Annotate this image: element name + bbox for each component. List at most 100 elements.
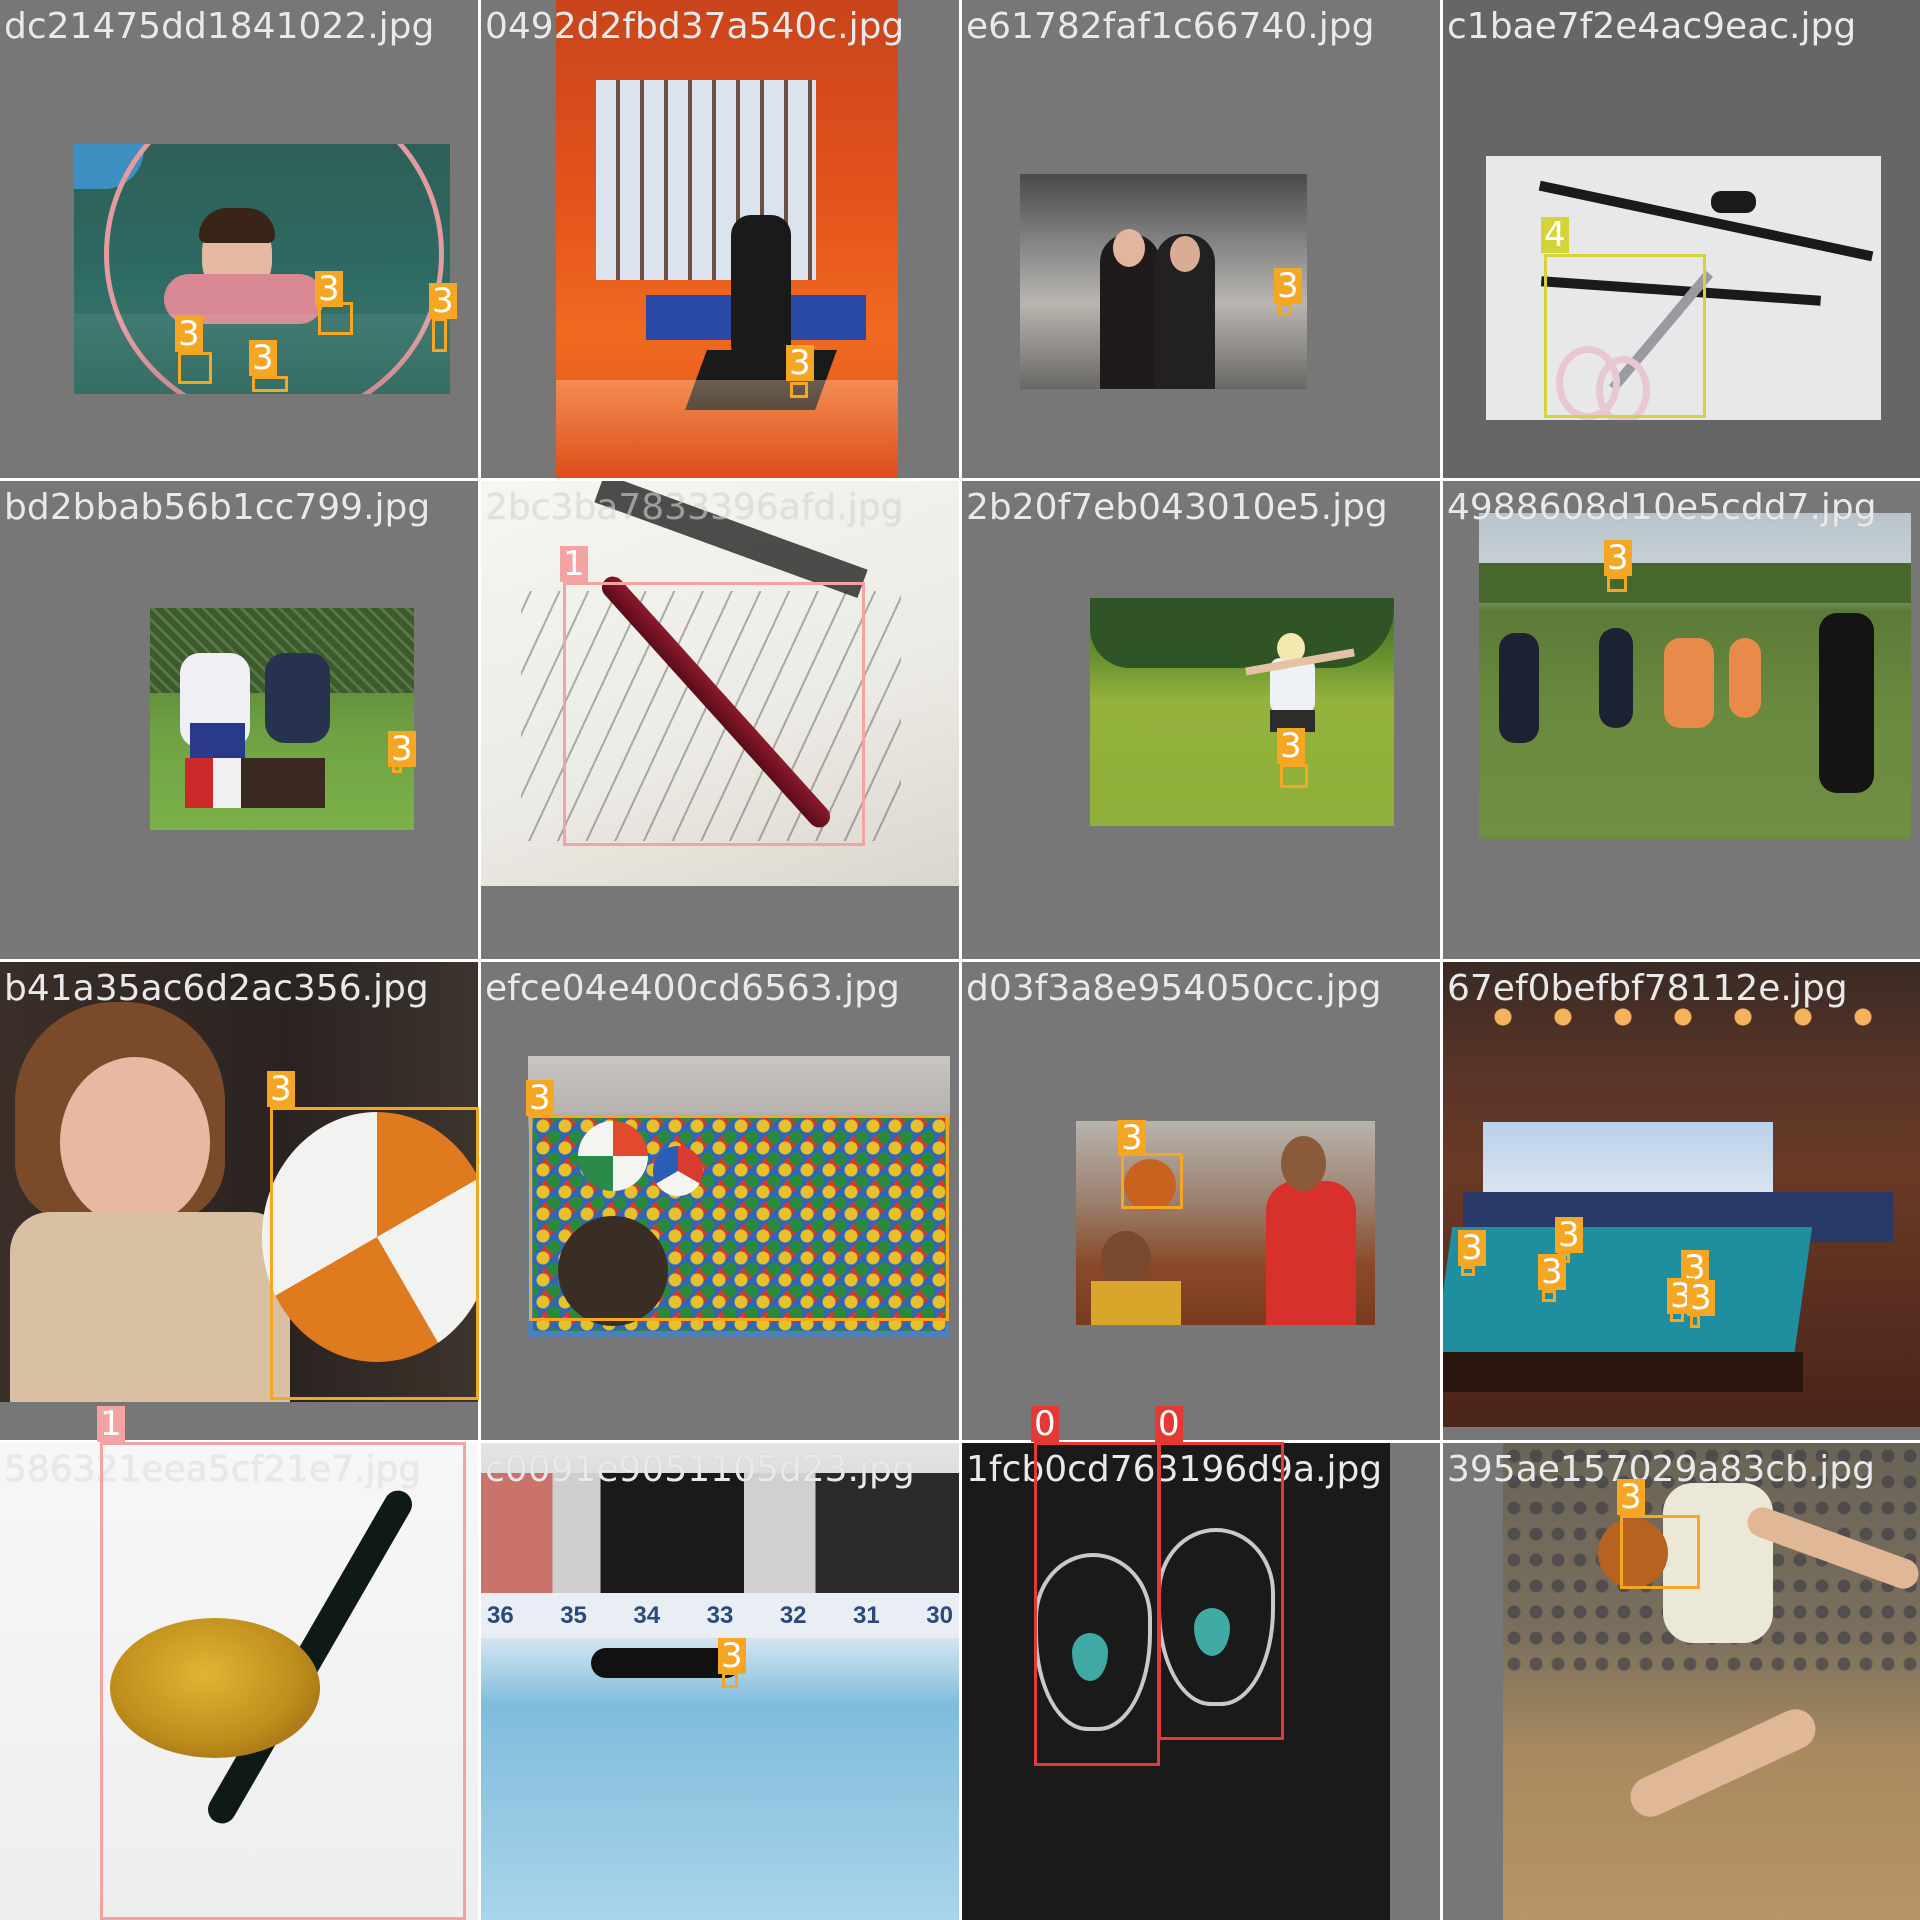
photo-ball-pit	[528, 1056, 950, 1337]
window-view	[1483, 1122, 1773, 1192]
photo-kids-soccer	[1479, 513, 1911, 839]
tile-filename: c0091e9051105d23.jpg	[485, 1449, 915, 1490]
dog	[591, 1648, 741, 1678]
tile-2bc3ba7833396afd: 2bc3ba7833396afd.jpg	[481, 481, 959, 959]
player-white-shorts	[190, 723, 245, 758]
earring-right-stone	[1194, 1608, 1230, 1656]
boy-red-shirt	[1266, 1181, 1356, 1325]
photo-field-hockey	[150, 608, 414, 830]
tile-bd2bbab56b1cc799: bd2bbab56b1cc799.jpg	[0, 481, 478, 959]
earring-left-stone	[1072, 1633, 1108, 1681]
photo-dog-pool: ZONE 36 35 34 33 32 31 30	[481, 1443, 959, 1920]
tile-filename: 2bc3ba7833396afd.jpg	[485, 487, 904, 528]
tile-filename: bd2bbab56b1cc799.jpg	[4, 487, 431, 528]
tile-b41a35ac6d2ac356: b41a35ac6d2ac356.jpg	[0, 962, 478, 1440]
tile-c1bae7f2e4ac9eac: c1bae7f2e4ac9eac.jpg	[1443, 0, 1920, 478]
boy-face-1	[1281, 1136, 1326, 1191]
photo-earrings	[962, 1443, 1390, 1920]
tree-row	[1479, 563, 1911, 603]
tile-filename: 586321eea5cf21e7.jpg	[4, 1449, 422, 1490]
tile-e61782faf1c66740: e61782faf1c66740.jpg	[962, 0, 1440, 478]
child-hair	[199, 208, 275, 243]
person-in-pit	[558, 1216, 668, 1326]
tile-c0091e9051105d23: ZONE 36 35 34 33 32 31 30 c0091e9051105d…	[481, 1443, 959, 1920]
tile-586321eea5cf21e7: 586321eea5cf21e7.jpg	[0, 1443, 478, 1920]
photo-gym-runner	[556, 0, 898, 478]
tile-4988608d10e5cdd7: 4988608d10e5cdd7.jpg	[1443, 481, 1920, 959]
tile-dc21475dd1841022: dc21475dd1841022.jpg	[0, 0, 478, 478]
beach-ball	[262, 1112, 478, 1362]
runner-body	[731, 215, 791, 365]
photo-scissors	[1486, 156, 1881, 420]
ruler-mark: 31	[853, 1601, 880, 1629]
player-4	[1729, 638, 1761, 718]
ruler-mark: 34	[633, 1601, 661, 1629]
tile-2b20f7eb043010e5: 2b20f7eb043010e5.jpg	[962, 481, 1440, 959]
woman-face	[60, 1057, 210, 1227]
player-2	[1599, 628, 1633, 728]
tile-filename: efce04e400cd6563.jpg	[485, 968, 900, 1009]
pool-table-rail	[1443, 1352, 1803, 1392]
photo-pen-document	[481, 481, 959, 886]
face-left	[1113, 229, 1145, 267]
water-ripples	[74, 314, 450, 394]
basketball	[1598, 1518, 1668, 1588]
photo-billiard-bar	[1443, 962, 1920, 1427]
grid-separator	[0, 959, 1920, 962]
beach-ball-2	[653, 1146, 703, 1196]
player-legs	[1623, 1702, 1823, 1824]
whorl	[110, 1618, 320, 1758]
tile-1fcb0cd763196d9a: 1fcb0cd763196d9a.jpg	[962, 1443, 1440, 1920]
photo-spinning-top	[0, 1443, 478, 1920]
photo-womens-basketball	[1503, 1443, 1920, 1920]
ruler-mark: 32	[779, 1601, 807, 1629]
strap-clip	[1711, 191, 1756, 213]
boy-face-2	[1101, 1231, 1151, 1286]
tile-filename: 395ae157029a83cb.jpg	[1447, 1449, 1876, 1490]
face-right	[1170, 236, 1200, 272]
ruler-mark: 35	[560, 1601, 587, 1629]
lamps	[1473, 1002, 1893, 1032]
tile-filename: 1fcb0cd763196d9a.jpg	[966, 1449, 1383, 1490]
player-1	[1499, 633, 1539, 743]
basketball	[1124, 1159, 1176, 1211]
strap-top	[1538, 180, 1874, 262]
pool-ruler: 36 35 34 33 32 31 30	[481, 1593, 959, 1638]
photo-beach-ball	[0, 962, 478, 1402]
player-3	[1664, 638, 1714, 728]
boy-shorts	[1270, 710, 1315, 732]
ruler-mark: 36	[487, 1601, 514, 1629]
tile-filename: 4988608d10e5cdd7.jpg	[1447, 487, 1877, 528]
spectators	[481, 1473, 959, 1593]
hoop	[104, 144, 444, 394]
tile-filename: c1bae7f2e4ac9eac.jpg	[1447, 6, 1857, 47]
tile-efce04e400cd6563: efce04e400cd6563.jpg	[481, 962, 959, 1440]
document-text	[521, 591, 901, 841]
pool-table	[1443, 1227, 1813, 1357]
player-legs	[185, 758, 325, 808]
scissors-handle-right	[1596, 356, 1650, 420]
photo-boy-kicking	[1090, 598, 1394, 826]
tile-395ae157029a83cb: 395ae157029a83cb.jpg	[1443, 1443, 1920, 1920]
player-dark	[265, 653, 330, 743]
boy-yellow	[1091, 1281, 1181, 1325]
tile-filename: d03f3a8e954050cc.jpg	[966, 968, 1382, 1009]
ruler-mark: 33	[706, 1601, 734, 1629]
beach-ball-1	[578, 1121, 648, 1191]
tile-d03f3a8e954050cc: d03f3a8e954050cc.jpg	[962, 962, 1440, 1440]
tile-filename: b41a35ac6d2ac356.jpg	[4, 968, 429, 1009]
tile-67ef0befbf78112e: 67ef0befbf78112e.jpg	[1443, 962, 1920, 1440]
tile-filename: dc21475dd1841022.jpg	[4, 6, 435, 47]
floor-shine	[556, 380, 898, 478]
tile-filename: 67ef0befbf78112e.jpg	[1447, 968, 1848, 1009]
photo-bowling-alley	[1020, 174, 1307, 389]
woman-top	[10, 1212, 290, 1402]
photo-boys-basketball	[1076, 1121, 1375, 1325]
ruler-mark: 30	[926, 1601, 953, 1629]
grid-separator	[0, 1440, 1920, 1443]
tile-filename: 0492d2fbd37a540c.jpg	[485, 6, 905, 47]
photo-swimming-child	[74, 144, 450, 394]
float-pink	[164, 274, 324, 324]
referee	[1819, 613, 1874, 793]
tile-filename: 2b20f7eb043010e5.jpg	[966, 487, 1388, 528]
